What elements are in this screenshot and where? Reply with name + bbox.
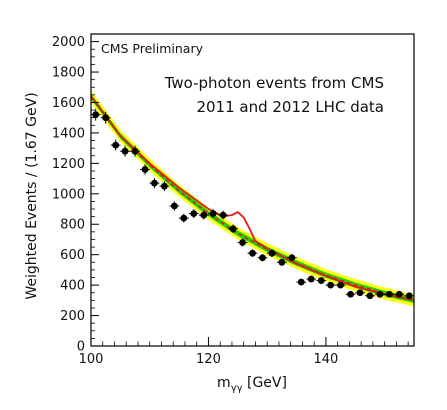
data-point — [404, 292, 415, 300]
data-marker — [92, 111, 100, 119]
data-marker — [209, 210, 217, 217]
y-tick-label: 400 — [60, 279, 85, 294]
data-marker — [337, 281, 344, 289]
y-tick-label: 1600 — [52, 96, 85, 111]
data-marker — [200, 211, 208, 219]
data-marker — [327, 281, 335, 289]
data-point — [149, 178, 160, 189]
y-tick-label: 1000 — [52, 187, 85, 202]
x-axis-title-main: m — [217, 375, 231, 391]
data-marker — [278, 258, 286, 266]
y-tick-label: 0 — [77, 340, 85, 355]
data-point — [394, 290, 405, 298]
x-tick-label: 100 — [79, 352, 104, 367]
data-point — [266, 249, 277, 257]
data-marker — [376, 290, 384, 298]
data-point — [286, 254, 297, 262]
x-tick-label: 120 — [196, 352, 221, 367]
data-marker — [102, 114, 110, 122]
data-point — [110, 139, 121, 151]
y-tick-label: 2000 — [52, 35, 85, 50]
data-marker — [161, 182, 168, 190]
data-point — [306, 275, 317, 283]
data-point — [375, 290, 385, 298]
y-tick-label: 1200 — [52, 157, 85, 172]
annotation-line-1: Two-photon events from CMS — [164, 74, 384, 92]
y-tick-label: 200 — [60, 309, 85, 324]
data-marker — [366, 292, 374, 300]
data-marker — [131, 147, 139, 155]
data-marker — [268, 249, 276, 257]
data-marker — [288, 254, 296, 262]
data-point — [247, 249, 258, 257]
data-marker — [317, 277, 325, 284]
data-marker — [121, 147, 129, 155]
data-marker — [141, 166, 149, 173]
data-marker — [229, 225, 237, 233]
data-point — [365, 292, 375, 300]
data-marker — [239, 239, 246, 246]
data-point — [325, 281, 336, 289]
data-point — [228, 224, 239, 234]
data-point — [316, 277, 327, 284]
data-marker — [297, 278, 305, 286]
x-tick-label: 140 — [313, 352, 338, 367]
data-point — [384, 290, 395, 298]
data-marker — [395, 290, 403, 298]
data-point — [159, 181, 170, 192]
data-marker — [405, 292, 413, 300]
y-tick-label: 1800 — [52, 66, 85, 81]
data-point — [276, 258, 287, 266]
y-tick-label: 800 — [60, 218, 85, 233]
data-marker — [356, 289, 364, 297]
x-axis-title: mγγ [GeV] — [217, 375, 287, 394]
data-point — [169, 201, 180, 211]
annotation-line-2: 2011 and 2012 LHC data — [196, 98, 384, 116]
data-marker — [112, 141, 120, 149]
data-marker — [347, 290, 354, 298]
data-marker — [307, 275, 315, 283]
x-axis-title-sub: γγ — [231, 383, 243, 394]
data-points — [90, 108, 415, 300]
data-point — [237, 238, 248, 247]
data-marker — [170, 202, 178, 210]
data-point — [188, 209, 199, 219]
data-marker — [190, 210, 198, 217]
axes: 0 200 400 600 800 1000 1200 1400 1600 1800 2000 100… — [52, 33, 409, 367]
data-point — [296, 278, 307, 286]
data-point — [90, 108, 101, 121]
data-point — [178, 213, 189, 223]
signal-fit-line — [90, 95, 415, 302]
data-point — [198, 210, 209, 220]
data-point — [345, 290, 356, 298]
data-point — [208, 209, 219, 219]
data-marker — [385, 290, 393, 298]
data-point — [140, 164, 150, 175]
data-marker — [219, 211, 227, 219]
data-point — [218, 210, 229, 220]
data-point — [130, 145, 140, 157]
fit-curves — [90, 95, 415, 302]
data-point — [100, 111, 111, 124]
preliminary-label: CMS Preliminary — [101, 41, 204, 56]
y-tick-label: 1400 — [52, 126, 85, 141]
data-marker — [249, 249, 256, 257]
plot-border — [90, 33, 415, 347]
data-point — [120, 145, 130, 157]
data-point — [257, 254, 268, 262]
data-marker — [151, 179, 158, 187]
data-point — [335, 281, 346, 289]
labels: CMS Preliminary Two-photon events from C… — [24, 41, 384, 394]
data-marker — [180, 214, 188, 222]
data-point — [355, 289, 365, 297]
background-fit-line — [90, 95, 415, 302]
x-axis-title-unit: [GeV] — [243, 375, 287, 391]
data-marker — [259, 254, 266, 262]
y-tick-label: 600 — [60, 248, 85, 263]
y-axis-title: Weighted Events / (1.67 GeV) — [24, 92, 40, 299]
